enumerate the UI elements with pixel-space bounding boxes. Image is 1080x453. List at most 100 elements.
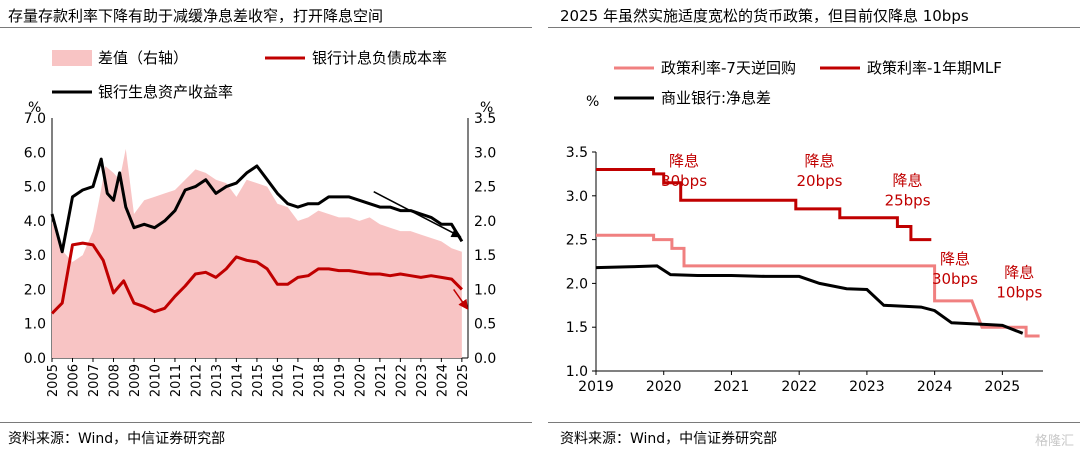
area-spread-right-axis [52,148,462,358]
left-source: 资料来源：Wind，中信证券研究部 [8,431,226,447]
line-reverse-repo-7d [596,233,1040,338]
left-ytick-label: 6.0 [24,145,46,161]
right-ytick-label: 2.0 [566,276,588,292]
left-xtick-label: 2022 [394,364,409,397]
right-chart-title: 2025 年虽然实施适度宽松的货币政策，但目前仅降息 10bps [560,7,969,25]
right-ytick-label: 3.5 [566,145,588,161]
rate-cut-annotation-title: 降息 [1004,263,1034,281]
left-xtick-label: 2007 [87,364,102,397]
left-ytick-label: 2.0 [24,282,46,298]
rate-cut-annotation-bps: 30bps [932,270,978,288]
left-line-layer [50,157,464,315]
left-xtick-label: 2006 [66,364,81,397]
rate-cut-annotation-bps: 25bps [885,191,931,209]
right-ytick-label: 3.0 [566,189,588,205]
right-ytick-label: 1.0 [566,364,588,380]
right-source: 资料来源：Wind，中信证券研究部 [560,431,778,447]
legend-label-mlf: 政策利率-1年期MLF [867,59,1002,77]
right-ytick-label: 3.0 [474,145,496,161]
watermark-text: 格隆汇 [1034,434,1074,449]
right-ytick-label: 2.0 [474,214,496,230]
left-chart: 0.0 1.0 2.0 3.0 4.0 5.0 6.0 7.0 0.0 0.5 1.0 1.5 2.0 2… [24,49,497,397]
right-axes [595,152,1043,372]
right-chart-panel: 2025 年虽然实施适度宽松的货币政策，但目前仅降息 10bps 降息 30bps… [548,0,1080,453]
left-ytick-label: 7.0 [24,111,46,127]
left-xtick-label: 2012 [189,364,204,397]
left-xtick-label: 2014 [230,364,245,397]
trend-arrow-asset-yield [373,191,462,238]
right-y-unit: % [480,100,493,116]
left-chart-title: 存量存款利率下降有助于减缓净息差收窄，打开降息空间 [8,7,384,25]
right-xtick-label: 2025 [985,379,1021,395]
rate-cut-annotation-bps: 20bps [797,172,843,190]
left-xtick-label: 2010 [148,364,163,397]
right-xtick-label: 2019 [578,379,614,395]
left-xtick-label: 2011 [169,364,184,397]
right-ytick-label: 2.5 [566,233,588,249]
right-ytick-label: 0.5 [474,317,496,333]
left-ytick-label: 3.0 [24,248,46,264]
left-ytick-label: 1.0 [24,317,46,333]
left-xtick-label: 2009 [128,364,143,397]
right-y-unit: % [586,94,599,110]
legend-swatch-spread [52,50,92,66]
legend-label-asset: 银行生息资产收益率 [98,83,233,101]
right-line-layer [595,168,1040,338]
legend-label-nim: 商业银行:净息差 [661,89,771,107]
left-ytick-label: 5.0 [24,180,46,196]
rate-cut-annotation-title: 降息 [804,152,834,170]
line-net-interest-margin [595,264,1024,335]
right-ytick-label: 2.5 [474,180,496,196]
left-xtick-label: 2024 [435,364,450,397]
rate-cut-annotation-title: 降息 [893,171,923,189]
right-ytick-label: 1.5 [566,320,588,336]
right-legend: 政策利率-7天逆回购 政策利率-1年期MLF 商业银行:净息差 [614,59,1002,107]
left-ytick-label: 4.0 [24,214,46,230]
right-xtick-label: 2023 [849,379,885,395]
right-xtick-label: 2021 [714,379,750,395]
left-source-rule [0,422,532,423]
legend-label-reverse-repo: 政策利率-7天逆回购 [661,59,796,77]
left-xtick-label: 2015 [251,364,266,397]
right-ytick-label: 1.0 [474,282,496,298]
trend-arrow-liability-cost [453,288,469,310]
left-xtick-label: 2017 [292,364,307,397]
line-asset-yield [50,157,464,254]
rate-cut-annotation-title: 降息 [669,152,699,170]
right-annotations: 降息 30bps 降息 20bps 降息 25bps 降息 30bps 降息 10bps [661,152,1042,301]
right-xtick-label: 2020 [646,379,682,395]
left-xtick-label: 2020 [353,364,368,397]
right-xtick-label: 2022 [781,379,817,395]
line-liability-cost [50,241,463,315]
left-xtick-label: 2008 [107,364,122,397]
left-xtick-label: 2021 [374,364,389,397]
left-area-layer [52,148,462,358]
rate-cut-annotation-bps: 30bps [661,172,707,190]
rate-cut-annotation-bps: 10bps [996,283,1042,301]
left-xtick-label: 2013 [210,364,225,397]
right-ytick-label: 0.0 [474,351,496,367]
left-trend-arrows [373,191,469,310]
left-title-rule [0,27,532,28]
left-xtick-label: 2019 [333,364,348,397]
rate-cut-annotation-title: 降息 [940,250,970,268]
left-y-unit: % [28,100,41,116]
right-xtick-label: 2024 [917,379,953,395]
right-ytick-label: 3.5 [474,111,496,127]
left-xtick-label: 2005 [46,364,61,397]
left-xtick-label: 2018 [312,364,327,397]
right-source-rule [548,422,1080,423]
right-tick-labels: 1.0 1.5 2.0 2.5 3.0 3.5 2019 2020 2021 2022 2023 20… [566,94,1020,395]
legend-label-liability: 银行计息负债成本率 [312,49,447,67]
left-chart-panel: 存量存款利率下降有助于减缓净息差收窄，打开降息空间 0.0 1.0 2.0 3.0 4.… [0,7,532,447]
right-ytick-label: 1.5 [474,248,496,264]
left-xtick-label: 2023 [415,364,430,397]
left-xtick-label: 2016 [271,364,286,397]
left-xtick-label: 2025 [456,364,471,397]
line-mlf-1y [596,168,932,242]
left-tick-labels: 0.0 1.0 2.0 3.0 4.0 5.0 6.0 7.0 0.0 0.5 1.0 1.5 2.0 2… [24,100,497,397]
right-title-rule [548,27,1080,28]
left-ytick-label: 0.0 [24,351,46,367]
